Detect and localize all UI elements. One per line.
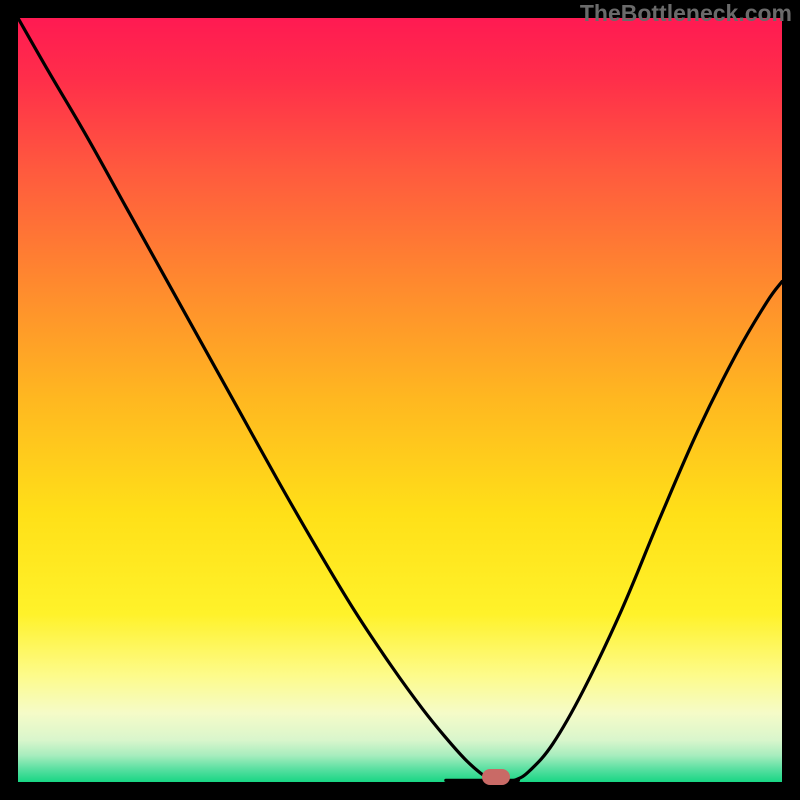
chart-container: TheBottleneck.com	[0, 0, 800, 800]
curve-path	[18, 18, 782, 782]
watermark-text: TheBottleneck.com	[580, 0, 792, 27]
plot-area	[18, 18, 782, 782]
optimum-marker	[482, 769, 510, 785]
bottleneck-curve	[18, 18, 782, 782]
